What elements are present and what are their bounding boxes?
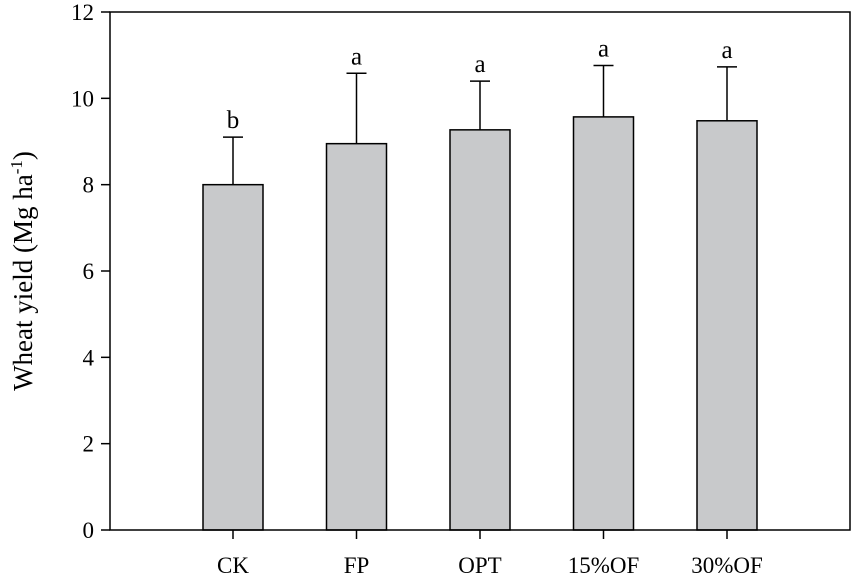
significance-label: a — [598, 36, 609, 63]
x-axis: CK FP OPT 15%OF 30%OF — [217, 530, 763, 578]
bar — [696, 120, 758, 531]
y-tick-label: 8 — [83, 173, 95, 198]
error-bars-layer — [223, 64, 737, 185]
bars-layer — [202, 116, 758, 531]
x-tick-label: FP — [344, 553, 370, 578]
x-tick-label: 15%OF — [568, 553, 640, 578]
y-axis-title-close: ) — [8, 151, 38, 160]
y-tick-label: 10 — [71, 86, 94, 111]
significance-label: a — [721, 37, 732, 64]
significance-labels-layer: b a a a a — [227, 36, 733, 135]
significance-label: a — [351, 43, 362, 70]
bar — [325, 142, 388, 531]
significance-label: a — [474, 51, 485, 78]
y-tick-label: 0 — [83, 518, 95, 543]
y-tick-label: 12 — [71, 0, 94, 25]
x-tick-label: 30%OF — [691, 553, 763, 578]
bar — [449, 129, 511, 531]
y-tick-label: 4 — [83, 345, 95, 370]
significance-label: b — [227, 107, 240, 134]
y-axis: 0 2 4 6 8 10 12 — [71, 0, 110, 543]
bar — [202, 183, 264, 531]
x-tick-label: OPT — [458, 553, 501, 578]
y-axis-title-superscript: -1 — [7, 160, 26, 174]
y-tick-label: 2 — [83, 432, 95, 457]
y-tick-label: 6 — [83, 259, 95, 284]
x-tick-label: CK — [217, 553, 249, 578]
y-axis-title: Wheat yield (Mg ha-1) — [7, 151, 38, 391]
bar — [572, 116, 635, 531]
